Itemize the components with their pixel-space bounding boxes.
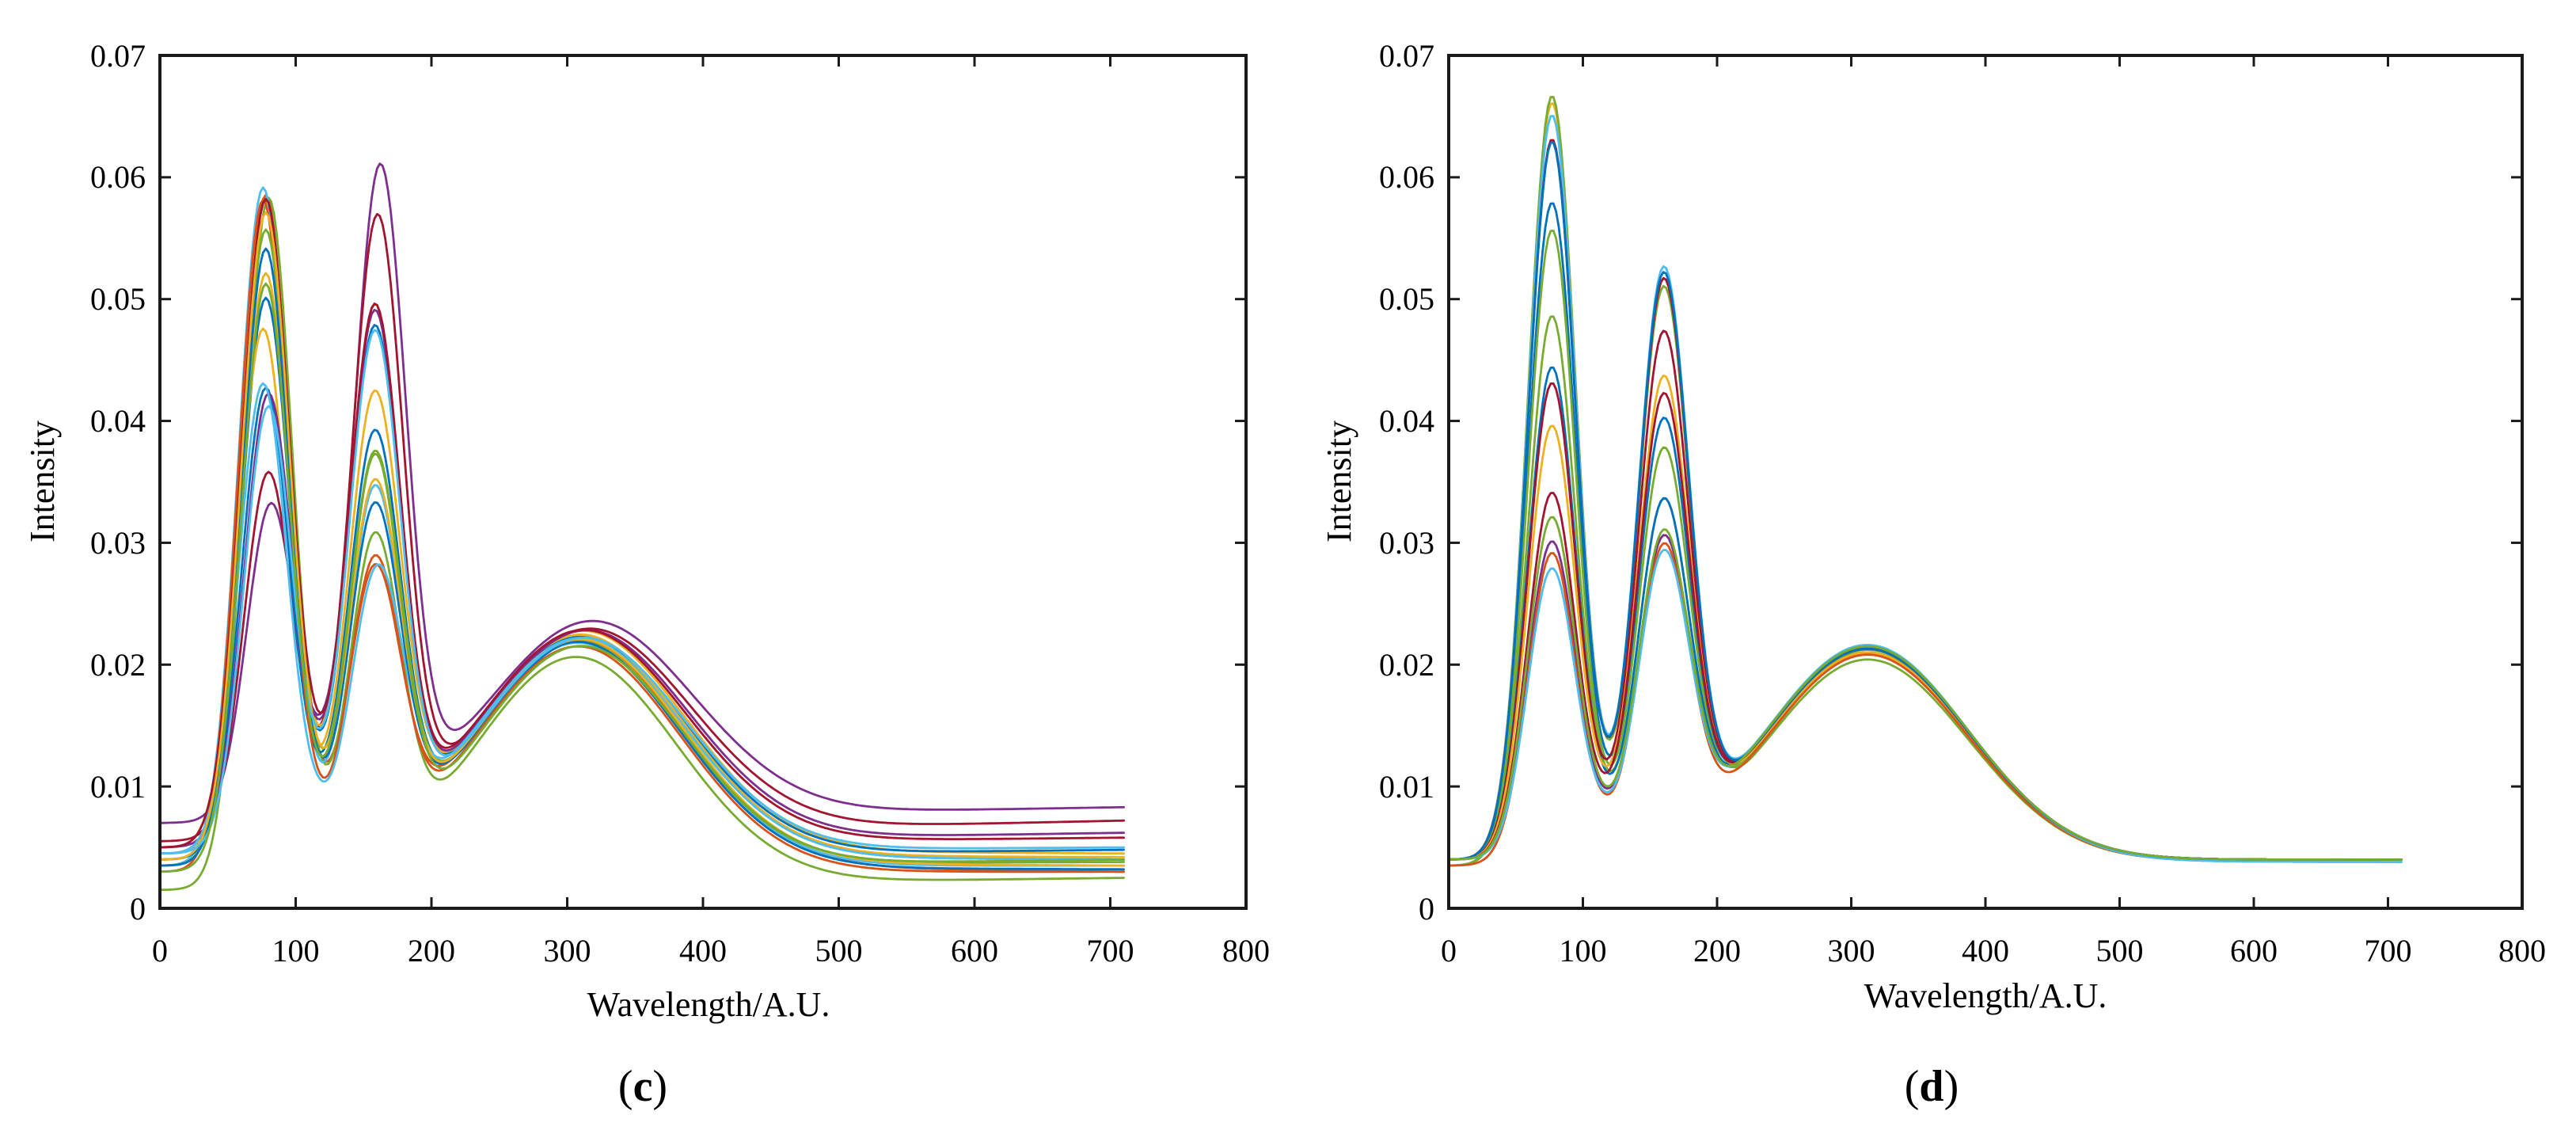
series-line-s18 <box>158 282 1125 873</box>
series-line-s17 <box>158 329 1125 855</box>
series-line-s14 <box>158 197 1125 849</box>
series-lines-c <box>158 162 1125 892</box>
series-line-s9 <box>1447 329 2403 861</box>
chart-panel-d: 0 0.01 0.02 0.03 0.04 0.05 0.06 0.07 0 1… <box>1320 38 2546 1111</box>
x-tick-label: 400 <box>1962 933 2009 968</box>
series-line-s11 <box>158 308 1125 849</box>
x-tick-label: 100 <box>1560 933 1607 968</box>
x-tick-label: 300 <box>544 933 591 968</box>
y-tick-label: 0 <box>1419 891 1434 927</box>
series-lines-d <box>1447 96 2403 867</box>
y-tick-label: 0.01 <box>90 769 146 805</box>
ticks-d <box>1447 54 2524 910</box>
series-line-s7 <box>158 212 1125 843</box>
series-line-s1 <box>158 296 1125 861</box>
y-tick-label: 0.06 <box>90 159 146 195</box>
x-tick-label: 400 <box>679 933 727 968</box>
series-line-s3 <box>158 327 1125 855</box>
x-tick-label: 800 <box>1222 933 1270 968</box>
series-line-s5 <box>158 196 1125 892</box>
series-line-s16 <box>1447 516 2403 861</box>
series-line-s8 <box>1447 366 2403 861</box>
x-tick-label: 200 <box>1693 933 1741 968</box>
y-axis-title: Intensity <box>1320 420 1358 542</box>
x-tick-label: 700 <box>1087 933 1134 968</box>
y-tick-label: 0.05 <box>90 281 146 317</box>
y-tick-label: 0.03 <box>90 525 146 561</box>
y-tick-label: 0.07 <box>90 38 146 74</box>
y-axis-title: Intensity <box>23 420 62 542</box>
y-tick-label: 0.03 <box>1379 525 1434 561</box>
x-tick-label: 500 <box>2096 933 2144 968</box>
y-tick-label: 0.01 <box>1379 769 1434 805</box>
x-tick-label: 600 <box>2230 933 2278 968</box>
panel-label-d: (d) <box>1905 1062 1959 1111</box>
x-tick-label: 0 <box>1441 933 1457 968</box>
x-tick-label: 500 <box>815 933 863 968</box>
series-line-s7 <box>1447 315 2403 861</box>
series-line-s15 <box>158 247 1125 871</box>
series-line-s13 <box>158 382 1125 861</box>
ticks-c <box>158 54 1248 910</box>
y-tick-label: 0.07 <box>1379 38 1434 74</box>
plot-frame-d <box>1447 54 2524 910</box>
x-tick-label: 0 <box>152 933 168 968</box>
y-tick-label: 0.04 <box>90 403 146 439</box>
y-tick-label: 0.05 <box>1379 281 1434 317</box>
y-tick-label: 0.02 <box>90 647 146 683</box>
x-axis-title: Wavelength/A.U. <box>1864 976 2107 1015</box>
x-tick-label: 300 <box>1828 933 1875 968</box>
series-line-s6 <box>158 186 1125 867</box>
series-line-s2 <box>158 193 1125 873</box>
series-line-s9 <box>158 198 1125 873</box>
x-tick-label: 100 <box>272 933 320 968</box>
y-tick-label: 0.06 <box>1379 159 1434 195</box>
y-tick-label: 0 <box>130 891 146 927</box>
chart-panel-c: 0 0.01 0.02 0.03 0.04 0.05 0.06 0.07 0 1… <box>23 38 1270 1111</box>
panel-label-c: (c) <box>618 1062 667 1111</box>
y-tick-label: 0.04 <box>1379 403 1434 439</box>
y-tick-label: 0.02 <box>1379 647 1434 683</box>
series-line-s16 <box>158 211 1125 867</box>
x-tick-label: 200 <box>408 933 455 968</box>
x-axis-title: Wavelength/A.U. <box>587 985 830 1024</box>
series-line-s10 <box>1447 375 2403 861</box>
x-tick-label: 800 <box>2498 933 2546 968</box>
x-tick-label: 700 <box>2365 933 2412 968</box>
series-line-s12 <box>158 228 1125 867</box>
x-tick-label: 600 <box>951 933 998 968</box>
series-line-s10 <box>158 272 1125 858</box>
series-line-s6 <box>1447 229 2403 867</box>
